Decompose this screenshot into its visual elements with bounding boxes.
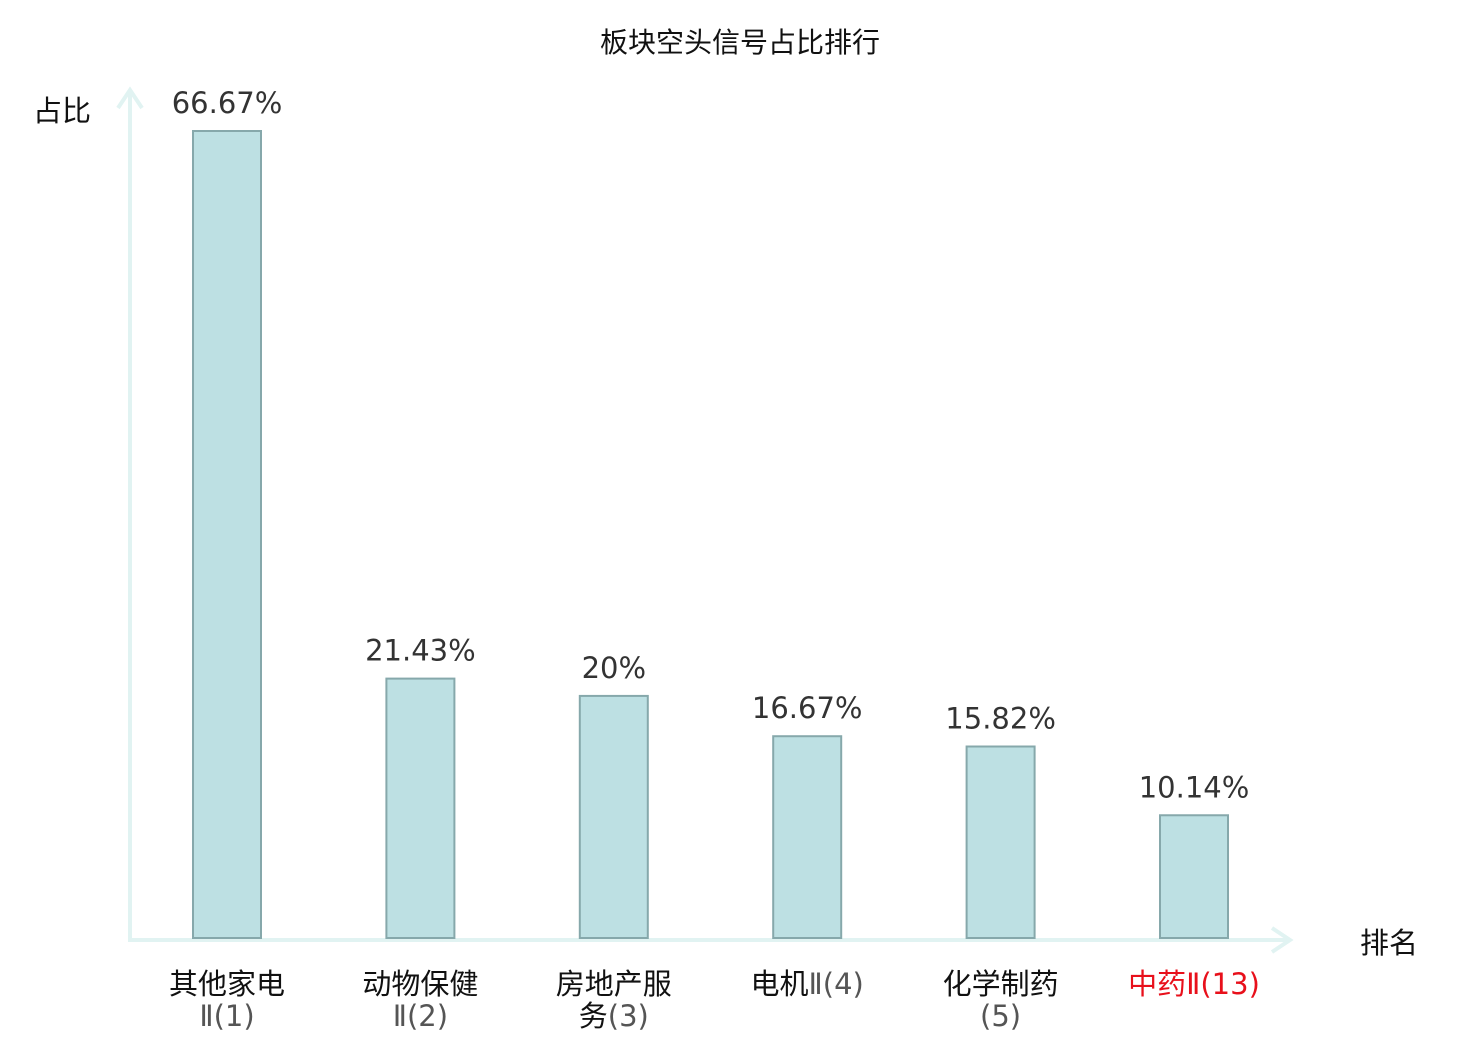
data-label-4: 16.67%: [752, 691, 863, 725]
x-tick-label-4: 电机Ⅱ(4): [751, 967, 864, 1001]
x-tick-label-5: 化学制药(5): [943, 967, 1059, 1033]
svg-text:房地产服: 房地产服: [556, 967, 672, 1001]
svg-text:化学制药: 化学制药: [943, 967, 1059, 1001]
data-label-2: 21.43%: [365, 634, 476, 668]
y-axis-label: 占比: [33, 94, 91, 128]
svg-text:动物保健: 动物保健: [362, 967, 478, 1001]
svg-text:其他家电: 其他家电: [169, 967, 285, 1001]
bar-6: [1159, 814, 1229, 939]
chart-title: 板块空头信号占比排行: [600, 26, 880, 59]
data-label-5: 15.82%: [945, 702, 1056, 736]
data-label-6: 10.14%: [1139, 770, 1250, 804]
bar-4: [772, 735, 843, 939]
bar-2: [385, 677, 456, 940]
svg-text:电机Ⅱ(4): 电机Ⅱ(4): [751, 967, 864, 1001]
svg-text:务(3): 务(3): [579, 999, 649, 1033]
svg-text:(5): (5): [980, 999, 1021, 1033]
data-label-1: 66.67%: [172, 86, 283, 120]
svg-text:Ⅱ(2): Ⅱ(2): [393, 999, 448, 1033]
bar-3: [578, 694, 649, 939]
svg-text:Ⅱ(1): Ⅱ(1): [199, 999, 254, 1033]
bar-1: [192, 130, 262, 939]
x-axis-label: 排名: [1360, 926, 1418, 960]
bar-5: [965, 745, 1036, 940]
x-tick-label-6: 中药Ⅱ(13): [1128, 967, 1260, 1001]
y-axis: [116, 86, 144, 940]
svg-text:中药Ⅱ(13): 中药Ⅱ(13): [1128, 967, 1260, 1001]
x-axis: [128, 926, 1294, 954]
data-label-3: 20%: [582, 651, 646, 685]
